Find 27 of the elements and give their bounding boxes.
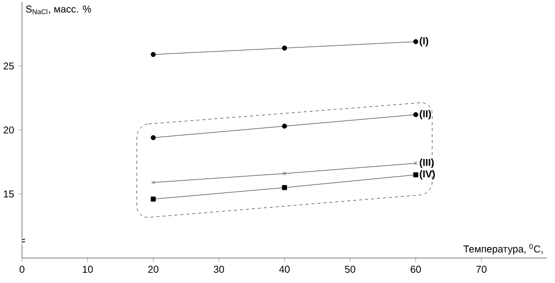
point <box>282 172 286 176</box>
x-tick-label: 50 <box>344 266 356 273</box>
x-tick-label: 70 <box>476 266 487 273</box>
x-tick-label: 30 <box>214 266 224 273</box>
y-tick-label: 25 <box>4 62 14 70</box>
point <box>413 39 418 44</box>
point <box>150 135 156 140</box>
point <box>282 124 287 129</box>
x-tick-label: 20 <box>148 266 158 273</box>
x-tick-label: 10 <box>82 266 93 273</box>
x-tick-label: 60 <box>410 266 421 273</box>
point <box>413 172 418 178</box>
series-label: (III) <box>420 158 434 168</box>
y-tick-label: 15 <box>4 190 14 198</box>
series-label: (II) <box>420 110 431 120</box>
point <box>150 52 156 57</box>
point <box>282 185 287 190</box>
x-tick-label: 0 <box>20 266 24 273</box>
y-axis-title: S$_{NaCl}$, масс. % <box>26 6 92 14</box>
x-axis-title: Температура, $^{0}$C, <box>463 244 543 254</box>
point <box>413 112 418 118</box>
y-tick-label: 20 <box>4 126 14 134</box>
point <box>282 46 287 51</box>
point <box>150 196 156 202</box>
series-label: (IV) <box>420 170 435 180</box>
x-tick-label: 40 <box>279 266 290 273</box>
series-label: (I) <box>420 37 428 46</box>
